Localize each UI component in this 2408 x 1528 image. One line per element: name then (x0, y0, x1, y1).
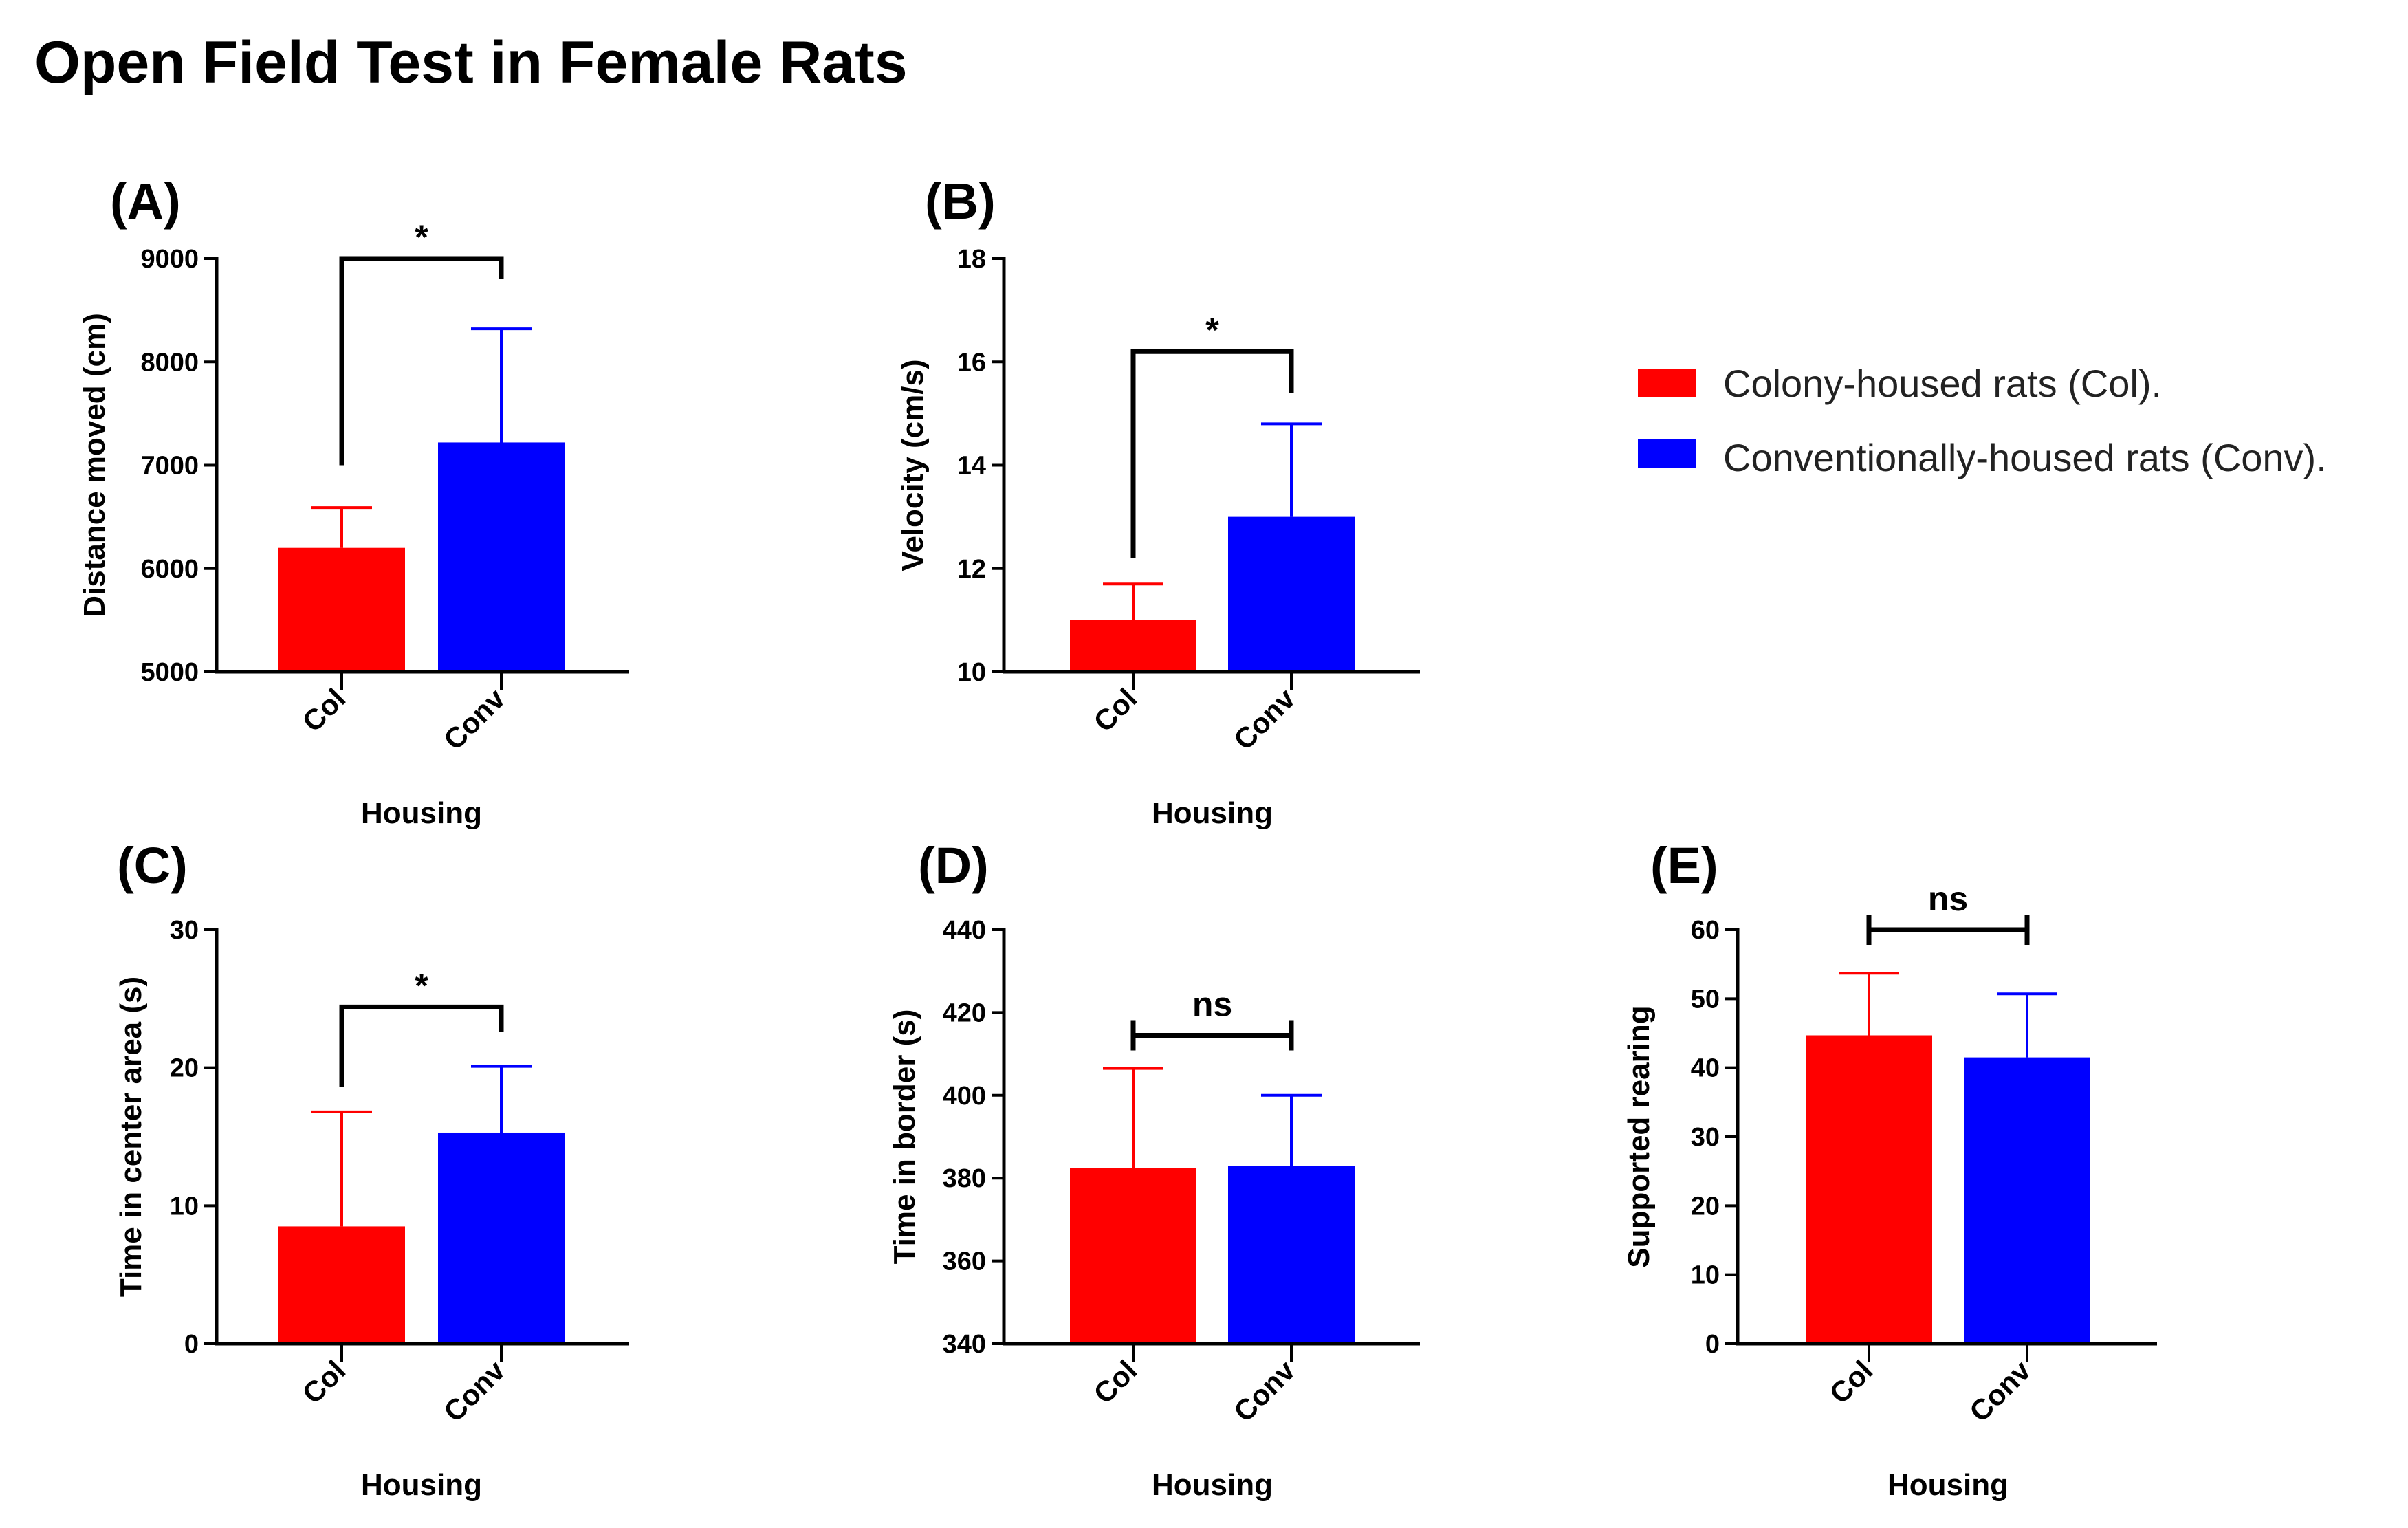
legend-swatch-col (1638, 369, 1696, 397)
panel-label: (A) (110, 173, 181, 230)
significance-label: * (1205, 311, 1219, 349)
figure-title: Open Field Test in Female Rats (34, 30, 908, 96)
panel-b: (B) 10 12 14 16 18 Col Conv Housing Velocity (cm/… (896, 173, 1420, 830)
x-tick-label: Col (296, 682, 351, 738)
y-axis-title: Time in center area (s) (114, 976, 148, 1297)
x-tick-label: Col (1087, 1354, 1143, 1410)
panel-label: (D) (918, 837, 989, 894)
x-tick-label: Col (296, 1354, 351, 1410)
x-tick-label: Conv (1227, 682, 1302, 756)
panel-label: (E) (1650, 837, 1718, 894)
y-tick-label: 7000 (140, 452, 199, 481)
x-axis-title: Housing (1152, 1468, 1273, 1502)
y-tick-label: 40 (1691, 1054, 1720, 1083)
significance-bracket (1866, 915, 2030, 945)
bar-conv (1964, 1057, 2090, 1344)
y-tick-label: 440 (943, 916, 986, 945)
legend-swatch-conv (1638, 439, 1696, 468)
y-tick-label: 20 (1691, 1192, 1720, 1221)
x-tick-label: Conv (1963, 1354, 2037, 1428)
legend-label-col: Colony-housed rats (Col). (1723, 362, 2162, 405)
significance-label: * (415, 218, 428, 257)
significance-bracket (1130, 349, 1294, 558)
y-tick-label: 340 (943, 1330, 986, 1359)
significance-bracket (1130, 1020, 1294, 1051)
legend-label-conv: Conventionally-housed rats (Conv). (1723, 436, 2327, 479)
y-tick-label: 12 (957, 555, 986, 584)
y-axis-title: Distance moved (cm) (78, 313, 111, 618)
bar-conv (1228, 516, 1355, 672)
bar-conv (1228, 1166, 1355, 1344)
bar-conv (438, 442, 565, 672)
significance-bracket (339, 256, 504, 466)
y-tick-label: 6000 (140, 555, 199, 584)
y-tick-label: 380 (943, 1164, 986, 1193)
bar-col (278, 1226, 405, 1344)
y-tick-label: 30 (1691, 1123, 1720, 1152)
bar-col (278, 547, 405, 672)
y-tick-label: 400 (943, 1082, 986, 1111)
panel-label: (B) (925, 173, 996, 230)
y-axis-title: Time in border (s) (888, 1009, 921, 1265)
significance-label: ns (1192, 985, 1232, 1024)
panel-d: (D) 340 360 380 400 420 440 Col Conv Housing Time … (888, 837, 1420, 1502)
x-axis-title: Housing (1887, 1468, 2009, 1502)
y-tick-label: 9000 (140, 245, 199, 274)
panel-e: (E) 0 10 20 30 40 50 60 Col Conv Housing Supported … (1622, 837, 2157, 1502)
x-tick-label: Conv (1227, 1354, 1302, 1428)
x-axis-title: Housing (361, 796, 482, 830)
bar-conv (438, 1132, 565, 1344)
y-tick-label: 10 (1691, 1261, 1720, 1290)
y-tick-label: 10 (957, 658, 986, 687)
x-tick-label: Conv (437, 1354, 512, 1428)
significance-label: ns (1928, 880, 1968, 918)
y-tick-label: 20 (170, 1054, 199, 1083)
bar-col (1070, 620, 1196, 672)
bar-col (1070, 1168, 1196, 1344)
y-tick-label: 8000 (140, 348, 199, 377)
y-tick-label: 0 (1705, 1330, 1720, 1359)
y-tick-label: 5000 (140, 658, 199, 687)
y-tick-label: 50 (1691, 985, 1720, 1014)
y-tick-label: 16 (957, 348, 986, 377)
y-tick-label: 10 (170, 1192, 199, 1221)
panel-label: (C) (117, 837, 188, 894)
bar-col (1806, 1035, 1932, 1344)
y-tick-label: 30 (170, 916, 199, 945)
y-axis-title: Velocity (cm/s) (896, 359, 930, 571)
y-tick-label: 18 (957, 245, 986, 274)
y-tick-label: 14 (957, 452, 986, 481)
panel-a: (A) 5000 6000 7000 8000 9000 Col Conv Housing Dis… (78, 173, 629, 830)
legend: Colony-housed rats (Col). Conventionally… (1638, 362, 2327, 479)
y-axis-title: Supported rearing (1622, 1005, 1656, 1267)
x-axis-title: Housing (1152, 796, 1273, 830)
x-tick-label: Conv (437, 682, 512, 756)
y-tick-label: 420 (943, 998, 986, 1027)
significance-bracket (339, 1004, 504, 1087)
y-tick-label: 360 (943, 1247, 986, 1276)
panel-c: (C) 0 10 20 30 Col Conv Housing Time in center a… (114, 837, 629, 1502)
x-axis-title: Housing (361, 1468, 482, 1502)
y-tick-label: 0 (184, 1330, 199, 1359)
y-tick-label: 60 (1691, 916, 1720, 945)
x-tick-label: Col (1823, 1354, 1879, 1410)
x-tick-label: Col (1087, 682, 1143, 738)
significance-label: * (415, 966, 428, 1005)
